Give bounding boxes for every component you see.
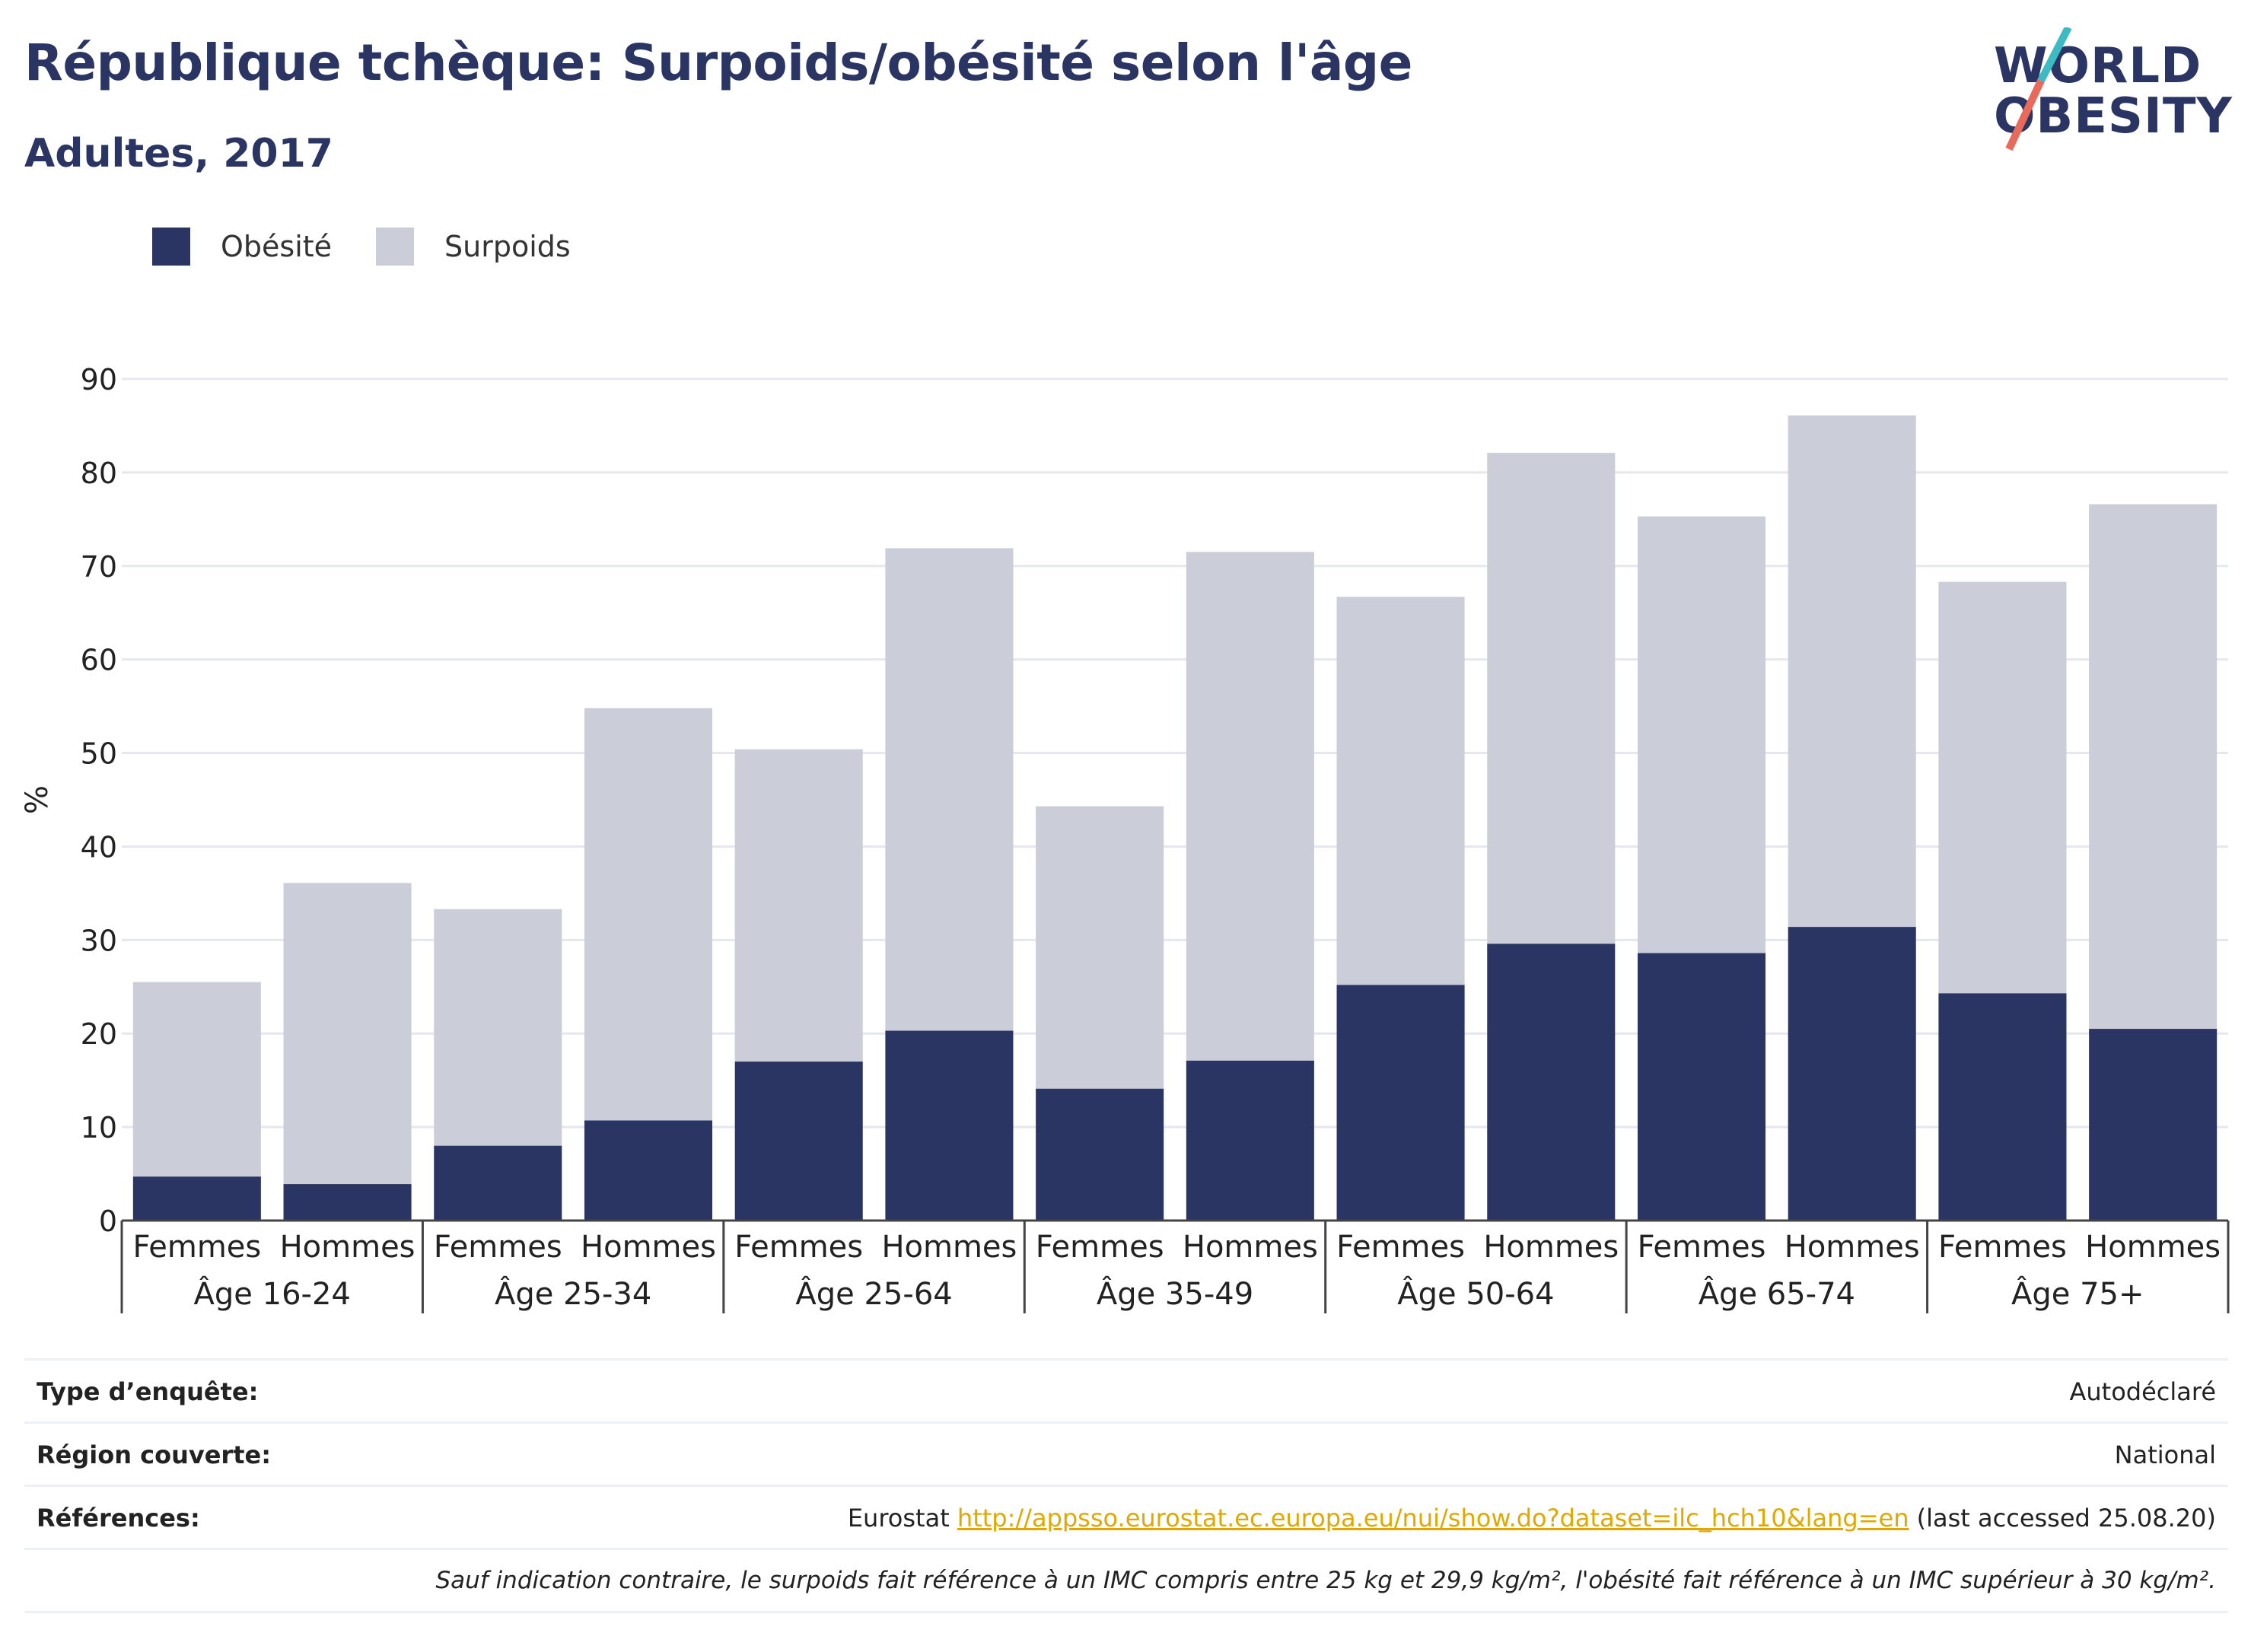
bar-surpoids [1487, 453, 1616, 944]
bar-surpoids [1186, 552, 1314, 1061]
y-tick-label: 40 [81, 830, 117, 864]
bar-obesite [434, 1145, 562, 1221]
bar-surpoids [434, 909, 562, 1146]
legend-item-surpoids[interactable]: Surpoids [376, 228, 571, 266]
info-row-survey: Type d’enquête: Autodéclaré [24, 1361, 2228, 1424]
x-tick-label-sex: Femmes [132, 1230, 261, 1265]
y-tick-label: 10 [81, 1111, 117, 1144]
x-group-label: Âge 50-64 [1397, 1275, 1554, 1312]
page-title: République tchèque: Surpoids/obésité sel… [24, 33, 1412, 92]
legend-item-obesite[interactable]: Obésité [152, 228, 332, 266]
y-tick-label: 60 [81, 644, 117, 677]
bar-obesite [734, 1062, 863, 1221]
bar-obesite [1637, 953, 1766, 1221]
legend-swatch-surpoids [376, 228, 415, 266]
bar-obesite [1336, 985, 1465, 1221]
bar-surpoids [885, 548, 1014, 1031]
bar-obesite [2089, 1029, 2218, 1221]
bar-surpoids [1336, 597, 1465, 985]
x-tick-label-sex: Femmes [1938, 1230, 2067, 1265]
y-tick-label: 80 [81, 457, 117, 490]
x-tick-label-sex: Hommes [2085, 1230, 2221, 1265]
region-value: National [2114, 1440, 2216, 1469]
logo-line-1: WORLD [1994, 38, 2202, 94]
legend-label-obesite: Obésité [221, 230, 333, 263]
info-row-references: Références: Eurostat http://appsso.euros… [24, 1487, 2228, 1550]
stacked-bar-chart: 0 10 20 30 40 50 60 70 80 90% Femmes Hommes Femmes Ho… [20, 363, 2230, 1313]
references-label: Références: [37, 1504, 200, 1533]
bar-obesite [1938, 993, 2067, 1221]
legend-label-surpoids: Surpoids [444, 230, 571, 263]
bar-obesite [885, 1030, 1014, 1221]
x-tick-label-sex: Hommes [1483, 1230, 1619, 1265]
x-group-label: Âge 35-49 [1097, 1275, 1253, 1312]
x-tick-label-sex: Femmes [434, 1230, 562, 1265]
references-link[interactable]: http://appsso.eurostat.ec.europa.eu/nui/… [957, 1504, 1909, 1533]
x-tick-label-sex: Hommes [1183, 1230, 1318, 1265]
references-value: Eurostat http://appsso.eurostat.ec.europ… [848, 1504, 2216, 1533]
references-accessed: (last accessed 25.08.20) [1916, 1504, 2216, 1533]
survey-type-value: Autodéclaré [2069, 1377, 2216, 1406]
bar-obesite [1487, 944, 1616, 1221]
page-subtitle: Adultes, 2017 [24, 131, 333, 177]
bar-surpoids [734, 749, 863, 1062]
x-group-label: Âge 75+ [2011, 1275, 2144, 1312]
region-label: Région couverte: [37, 1440, 271, 1469]
references-source: Eurostat [847, 1504, 950, 1533]
x-group-label: Âge 25-34 [495, 1275, 651, 1312]
x-tick-label-sex: Hommes [881, 1230, 1017, 1265]
bar-surpoids [132, 982, 261, 1177]
x-tick-label-sex: Femmes [734, 1230, 863, 1265]
bar-surpoids [1788, 415, 1916, 928]
chart-legend: Obésité Surpoids [152, 227, 615, 266]
y-tick-label: 50 [81, 737, 117, 771]
y-tick-label: 0 [99, 1205, 117, 1238]
bar-surpoids [1938, 581, 2067, 994]
y-tick-label: 90 [81, 363, 117, 396]
x-group-label: Âge 16-24 [194, 1275, 351, 1312]
bar-obesite [1788, 927, 1916, 1221]
bar-surpoids [584, 708, 713, 1121]
y-tick-label: 30 [81, 924, 117, 957]
info-row-note: Sauf indication contraire, le surpoids f… [24, 1550, 2228, 1613]
bar-obesite [132, 1176, 261, 1221]
x-group-label: Âge 25-64 [795, 1275, 952, 1312]
bar-surpoids [283, 883, 412, 1185]
x-tick-label-sex: Hommes [280, 1230, 415, 1265]
x-tick-label-sex: Hommes [581, 1230, 716, 1265]
x-tick-label-sex: Femmes [1336, 1230, 1465, 1265]
definition-note: Sauf indication contraire, le surpoids f… [435, 1567, 2216, 1594]
legend-swatch-obesite [152, 228, 190, 266]
logo-slash-icon [2005, 27, 2072, 151]
x-tick-label-sex: Femmes [1036, 1230, 1164, 1265]
bar-obesite [1186, 1060, 1314, 1221]
y-tick-label: 70 [81, 550, 117, 584]
info-table: Type d’enquête: Autodéclaré Région couve… [24, 1358, 2228, 1613]
x-group-label: Âge 65-74 [1699, 1275, 1855, 1312]
bar-obesite [283, 1184, 412, 1221]
bar-obesite [1036, 1088, 1164, 1221]
bar-surpoids [1036, 806, 1164, 1089]
x-tick-label-sex: Femmes [1638, 1230, 1766, 1265]
x-tick-label-sex: Hommes [1785, 1230, 1920, 1265]
bar-obesite [584, 1120, 713, 1221]
y-tick-label: 20 [81, 1017, 117, 1051]
info-row-region: Région couverte: National [24, 1424, 2228, 1487]
y-axis-title: % [20, 785, 55, 814]
bar-surpoids [2089, 504, 2218, 1030]
world-obesity-logo: WORLD OBESITY [1979, 27, 2232, 157]
bar-surpoids [1637, 516, 1766, 953]
survey-type-label: Type d’enquête: [37, 1377, 259, 1406]
